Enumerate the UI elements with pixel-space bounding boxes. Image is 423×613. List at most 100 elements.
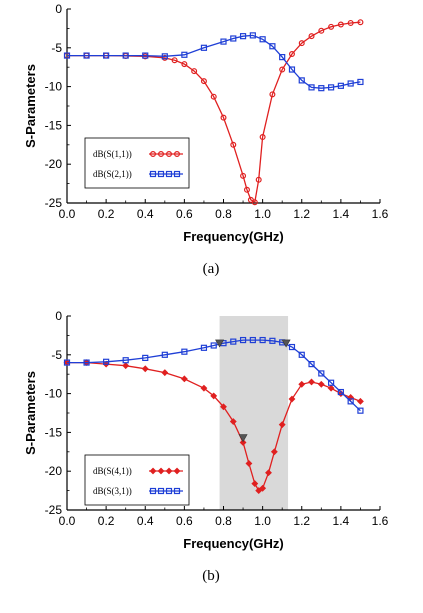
- marker-triangle-icon: [281, 339, 291, 348]
- chart-a-series-2-point: [337, 82, 344, 89]
- chart-b-series-2-point: [318, 370, 325, 377]
- chart-b-series-2-point: [249, 336, 256, 344]
- chart-b-y-axis-title: S-Parameters: [23, 371, 38, 455]
- chart-b-y-tick-label: -15: [45, 425, 63, 439]
- chart-b-series-2-point: [210, 342, 217, 349]
- chart-a-series-2-point: [347, 80, 354, 87]
- chart-a-y-tick-label: -5: [51, 41, 62, 55]
- chart-a-x-tick-label: 0.0: [59, 207, 76, 221]
- chart-b-series-1-point: [251, 480, 259, 488]
- chart-b-x-axis-title: Frequency(GHz): [183, 536, 283, 551]
- chart-b-series-1-point: [265, 469, 272, 477]
- chart-a-series-2-point: [63, 52, 71, 59]
- chart-b-y-tick-label: -5: [51, 348, 62, 362]
- chart-b-series-2-point: [327, 379, 335, 386]
- chart-b-series-1-point: [180, 375, 188, 383]
- chart-b-series-line-2: [67, 339, 361, 412]
- chart-a-series-2-point: [220, 38, 227, 45]
- chart-a-x-tick-label: 0.6: [176, 207, 193, 221]
- chart-b-series-2-point: [298, 351, 305, 358]
- chart-b-series-1-point: [327, 384, 335, 392]
- chart-a-y-tick-label: -15: [45, 118, 63, 132]
- chart-a-series-1-point: [191, 68, 198, 75]
- chart-a-legend-marker: [150, 151, 157, 158]
- chart-b-y-tick-label: -10: [45, 387, 63, 401]
- chart-a-series-2-point: [357, 78, 364, 86]
- chart-a-series-1-point: [220, 114, 227, 121]
- chart-a-series-2-point: [288, 66, 296, 73]
- chart-b-x-tick-label: 1.4: [333, 514, 350, 528]
- chart-b-series-2-point: [122, 357, 129, 364]
- chart-a-series-1-point: [357, 19, 364, 26]
- chart-b-series-2-point: [269, 337, 276, 344]
- chart-a-series-1-point: [251, 199, 258, 206]
- chart-b-x-tick-label: 0.0: [59, 514, 76, 528]
- chart-a-y-tick-label: -20: [45, 157, 63, 171]
- chart-a-series-1-point: [288, 51, 295, 58]
- chart-b-series-2-point: [347, 398, 354, 405]
- chart-a-y-axis-title: S-Parameters: [23, 64, 38, 148]
- chart-a-series-2-point: [318, 85, 325, 92]
- chart-a-y-tick-label: -25: [45, 196, 63, 210]
- chart-b-series-1-point: [239, 439, 247, 446]
- chart-panel-b: 0 -5 -10 -15 -20 -25 0.0 0.2 0.4 0.6 0.8 1.0 1.2 1.4 1…: [0, 307, 423, 613]
- chart-a-series-2-point: [142, 52, 149, 59]
- chart-a-x-tick-label: 0.8: [215, 207, 232, 221]
- chart-a-series-2-point: [249, 32, 256, 39]
- chart-a-x-tick-label: 0.2: [98, 207, 115, 221]
- chart-a-series-2-point: [308, 84, 315, 91]
- chart-b-legend-marker: [165, 487, 173, 495]
- chart-a-y-tick-label: 0: [55, 2, 62, 16]
- chart-a-legend-label-1: dB(S(1,1)): [93, 149, 132, 159]
- chart-a-x-tick-label: 1.2: [293, 207, 310, 221]
- chart-a-series-1-point: [255, 176, 262, 183]
- chart-b-series-2-point: [83, 359, 90, 366]
- chart-b-series-1-point: [259, 484, 267, 492]
- chart-b-series-2-point: [308, 361, 315, 368]
- chart-b-series-2-point: [288, 343, 296, 351]
- chart-a-series-2-point: [239, 33, 247, 40]
- chart-b-series-1-point: [298, 380, 306, 388]
- s-parameter-chart-a: 0 -5 -10 -15 -20 -250.0 0.2 0.4 0.6 0.8 1.0 1.2 1.4 1…: [23, 2, 389, 277]
- chart-a-legend-marker: [174, 151, 181, 158]
- chart-a-series-1-point: [230, 141, 237, 148]
- marker-triangle-icon: [215, 339, 225, 348]
- chart-a-series-2-point: [259, 36, 266, 43]
- chart-b-series-1-point: [210, 392, 218, 400]
- chart-a-series-line-2: [67, 34, 361, 89]
- chart-b-x-tick-label: 0.6: [176, 514, 193, 528]
- chart-b-series-1-point: [141, 365, 149, 373]
- chart-b-caption: (b): [202, 568, 220, 584]
- chart-b-legend-marker: [149, 487, 157, 495]
- chart-b-x-tick-label: 1.6: [372, 514, 389, 528]
- chart-b-x-tick-label: 1.0: [254, 514, 271, 528]
- chart-b-legend-marker: [157, 467, 165, 475]
- chart-panel-a: 0 -5 -10 -15 -20 -25 0.0 0.2 0.4 0.6 0.8 1.0 1.2 1.4 1…: [0, 0, 423, 306]
- chart-b-series-2-point: [142, 354, 149, 362]
- chart-b-series-1-point: [357, 397, 364, 405]
- chart-b-x-tick-label: 0.8: [215, 514, 232, 528]
- chart-b-y-tick-label: 0: [55, 309, 62, 323]
- chart-a-legend-marker: [165, 170, 173, 178]
- chart-b-series-1-point: [220, 403, 227, 411]
- chart-b-series-2-point: [200, 344, 208, 351]
- chart-a-legend-label-2: dB(S(2,1)): [93, 169, 132, 179]
- chart-b-legend-label-2: dB(S(3,1)): [93, 486, 132, 496]
- chart-b-x-tick-label: 0.4: [137, 514, 154, 528]
- chart-a-legend-marker: [157, 170, 165, 178]
- chart-b-legend-marker: [173, 487, 181, 495]
- chart-a-legend-marker: [166, 151, 173, 158]
- chart-a-series-line-1: [67, 21, 361, 204]
- chart-a-series-1-point: [243, 186, 250, 193]
- chart-a-y-tick-label: -10: [45, 80, 63, 94]
- chart-a-legend-box: [84, 137, 190, 189]
- chart-b-y-tick-label: -20: [45, 464, 63, 478]
- chart-b-series-2-point: [357, 407, 364, 414]
- chart-a-series-2-point: [269, 43, 276, 50]
- chart-a-series-1-point: [328, 23, 335, 30]
- chart-a-series-1-point: [279, 66, 286, 73]
- chart-b-legend-marker: [165, 467, 173, 475]
- chart-b-series-2-point: [181, 348, 188, 355]
- chart-a-series-1-point: [181, 61, 188, 68]
- chart-b-series-2-point: [63, 359, 71, 366]
